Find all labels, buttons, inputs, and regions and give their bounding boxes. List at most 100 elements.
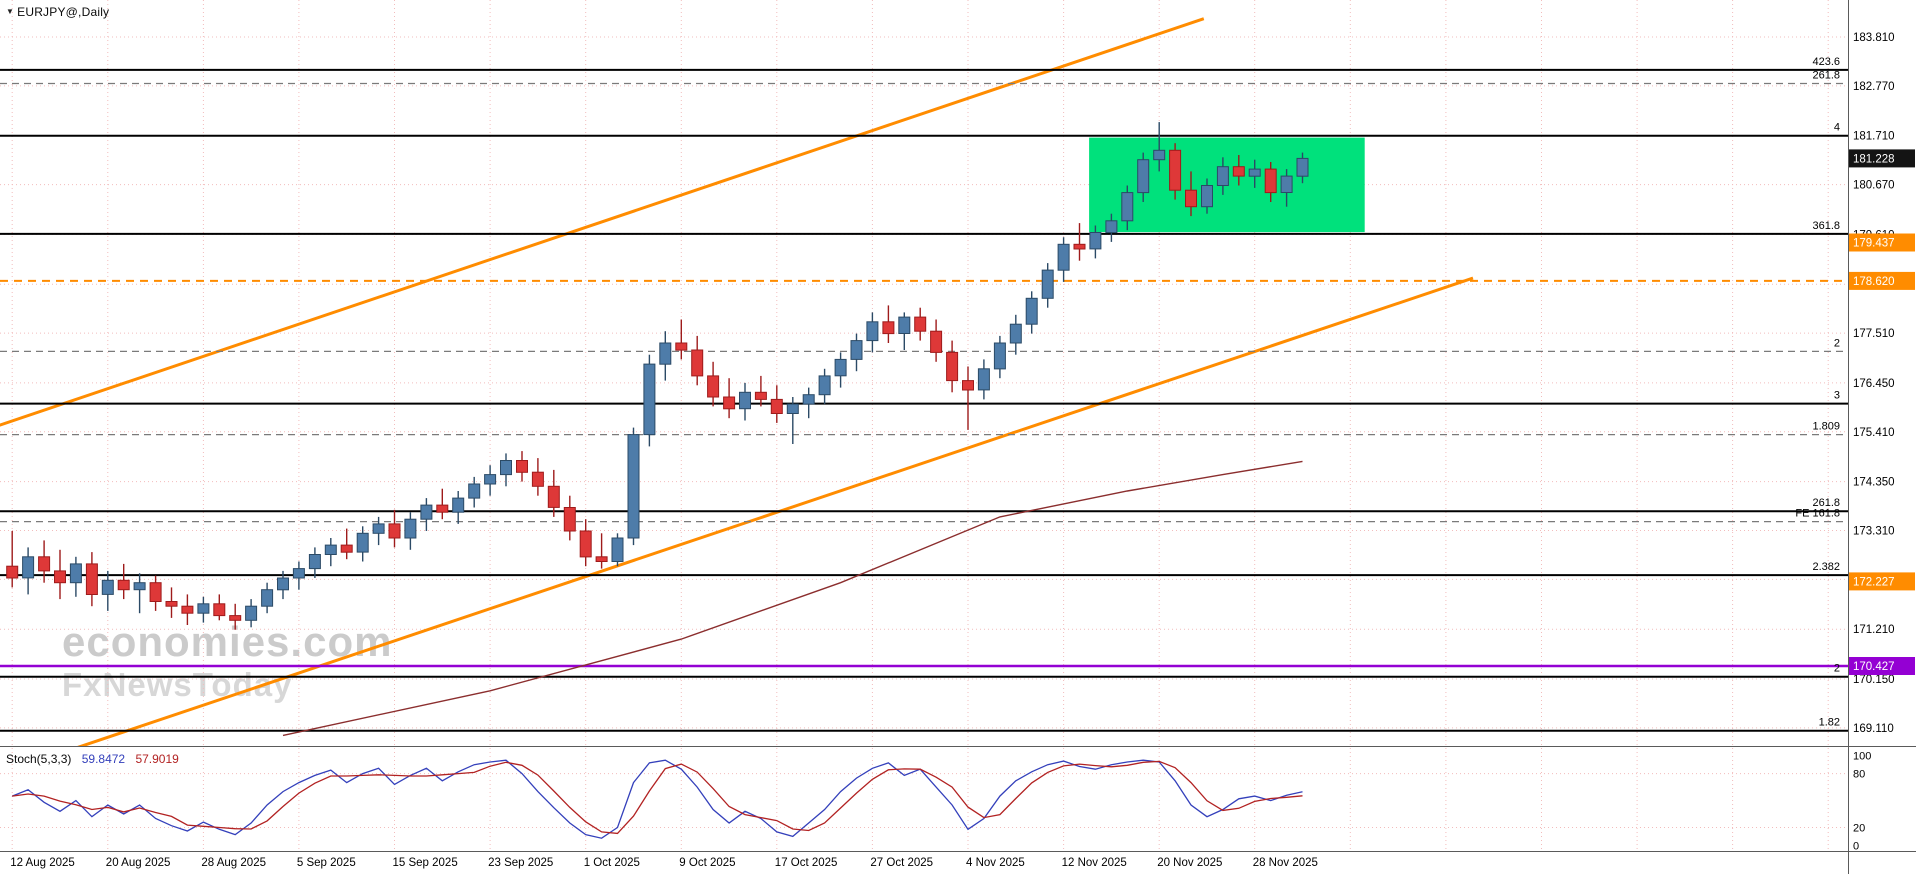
stoch-k-line: [11, 759, 1303, 839]
price-axis-label: 171.210: [1853, 624, 1895, 636]
stochastic-lines: [11, 759, 1303, 839]
date-axis-label: 12 Aug 2025: [10, 857, 75, 869]
candle: [1169, 149, 1182, 191]
svg-text:423.6: 423.6: [1812, 56, 1840, 68]
candle: [85, 563, 98, 596]
candle: [659, 342, 672, 365]
stoch-d-line: [12, 760, 1303, 835]
stoch-indicator-label: Stoch(5,3,3) 59.8472 57.9019: [6, 752, 179, 766]
candle: [1232, 166, 1245, 177]
candle: [277, 577, 289, 591]
price-axis-label: 169.110: [1853, 723, 1894, 735]
candle: [1137, 159, 1150, 194]
candle: [101, 579, 114, 595]
date-axis-label: 28 Nov 2025: [1253, 857, 1318, 869]
svg-text:FE 161.8: FE 161.8: [1795, 508, 1840, 520]
price-tag: [1849, 271, 1915, 290]
watermark-line2: FxNewsToday: [62, 666, 293, 704]
candle: [977, 368, 990, 391]
candle: [500, 460, 512, 476]
candle: [356, 532, 369, 553]
candle: [292, 568, 305, 579]
candle: [261, 589, 274, 607]
candle: [946, 351, 959, 382]
candle: [1105, 220, 1118, 234]
svg-text:361.8: 361.8: [1812, 220, 1840, 232]
symbol-label: ▼ EURJPY@,Daily: [6, 5, 109, 19]
candle: [691, 349, 704, 377]
date-axis-label: 12 Nov 2025: [1062, 857, 1127, 869]
candle: [388, 523, 401, 539]
candle: [213, 603, 226, 617]
price-axis-label: 173.310: [1853, 526, 1895, 538]
candle: [1248, 168, 1261, 177]
svg-text:2: 2: [1834, 663, 1840, 675]
candle: [133, 582, 146, 591]
moving-average-line[interactable]: [282, 460, 1303, 737]
price-axis-label: 180.670: [1853, 180, 1895, 192]
date-axis-label: 20 Nov 2025: [1157, 857, 1222, 869]
candle: [516, 460, 528, 473]
candle: [197, 603, 210, 614]
candle: [993, 342, 1006, 370]
stoch-d-value: 57.9019: [135, 752, 179, 766]
date-axis-label: 15 Sep 2025: [393, 857, 458, 869]
candle: [324, 544, 337, 555]
price-tag: [1849, 657, 1915, 675]
candle: [1264, 168, 1277, 194]
candle: [962, 380, 974, 391]
date-axis-label: 17 Oct 2025: [775, 857, 838, 869]
candle: [1185, 189, 1197, 208]
stoch-k-value: 59.8472: [81, 752, 126, 766]
date-axis-label: 5 Sep 2025: [297, 857, 356, 869]
candle: [1201, 185, 1213, 208]
candle: [595, 556, 608, 562]
price-axis-label: 170.150: [1853, 674, 1895, 686]
candle: [898, 316, 911, 335]
price-axis-label: 181.710: [1853, 131, 1895, 143]
price-tag: [1849, 572, 1915, 591]
candle: [547, 485, 560, 508]
candle: [452, 497, 465, 513]
candle: [149, 582, 162, 603]
candle: [1057, 243, 1070, 271]
candle: [723, 396, 736, 410]
trend-channel-line[interactable]: [73, 276, 1474, 749]
candle: [1280, 175, 1293, 194]
candle: [1121, 192, 1134, 222]
price-tag-value: 170.427: [1853, 661, 1895, 673]
chart-objects[interactable]: [0, 17, 1848, 749]
candle: [850, 340, 863, 360]
date-axis-label: 9 Oct 2025: [679, 857, 735, 869]
candle: [770, 398, 783, 414]
price-axis-label: 176.450: [1853, 378, 1895, 390]
candle: [1296, 157, 1309, 177]
date-axis-label: 23 Sep 2025: [488, 857, 553, 869]
date-axis-label: 20 Aug 2025: [106, 857, 171, 869]
svg-text:2.382: 2.382: [1812, 561, 1840, 573]
candle: [181, 605, 194, 614]
candle: [229, 615, 242, 621]
watermark-line1: economies.com: [62, 618, 393, 665]
candle: [22, 556, 35, 579]
candle: [308, 554, 321, 570]
trend-channel-line[interactable]: [0, 17, 1205, 427]
candle: [611, 537, 624, 562]
candle: [404, 518, 417, 539]
candle: [882, 321, 895, 335]
candle: [866, 321, 879, 342]
candle: [6, 565, 19, 579]
candle: [627, 434, 640, 539]
candle: [786, 403, 799, 415]
candle: [563, 507, 576, 532]
candle: [834, 358, 847, 377]
stoch-scale-label: 20: [1853, 823, 1865, 835]
candle: [1025, 297, 1038, 325]
svg-text:4: 4: [1834, 122, 1840, 134]
date-axis-label: 27 Oct 2025: [870, 857, 933, 869]
price-tag-value: 179.437: [1853, 238, 1895, 250]
